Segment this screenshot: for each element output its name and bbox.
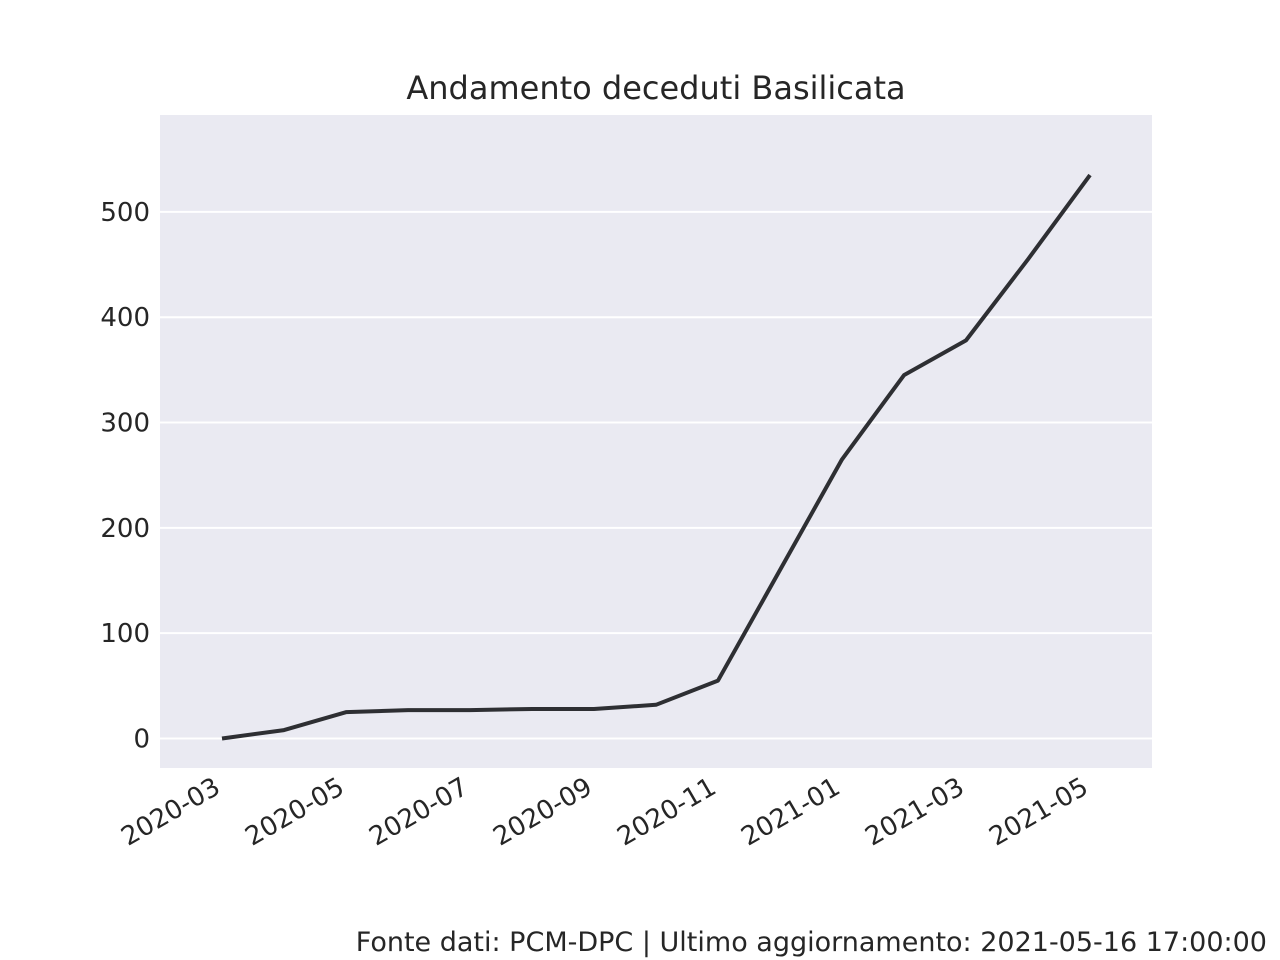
x-tick-label: 2020-07 [364, 772, 473, 852]
plot-area [160, 115, 1152, 768]
x-tick-label: 2020-03 [116, 772, 225, 852]
y-tick-label: 100 [100, 619, 150, 649]
x-tick-label: 2021-03 [860, 772, 969, 852]
y-tick-label: 400 [100, 303, 150, 333]
x-tick-label: 2021-01 [736, 772, 845, 852]
y-tick-label: 500 [100, 198, 150, 228]
line [221, 173, 1092, 741]
y-tick-label: 0 [133, 725, 150, 755]
x-tick-label: 2021-05 [984, 772, 1093, 852]
x-tick-label: 2020-09 [488, 772, 597, 852]
footer: Fonte dati: PCM-DPC | Ultimo aggiornamen… [356, 927, 1267, 958]
x-tick-label: 2020-11 [612, 772, 721, 852]
x-tick-label: 2020-05 [240, 772, 349, 852]
y-tick-label: 200 [100, 514, 150, 544]
y-tick-label: 300 [100, 409, 150, 439]
chart-title: Andamento deceduti Basilicata [406, 69, 905, 107]
